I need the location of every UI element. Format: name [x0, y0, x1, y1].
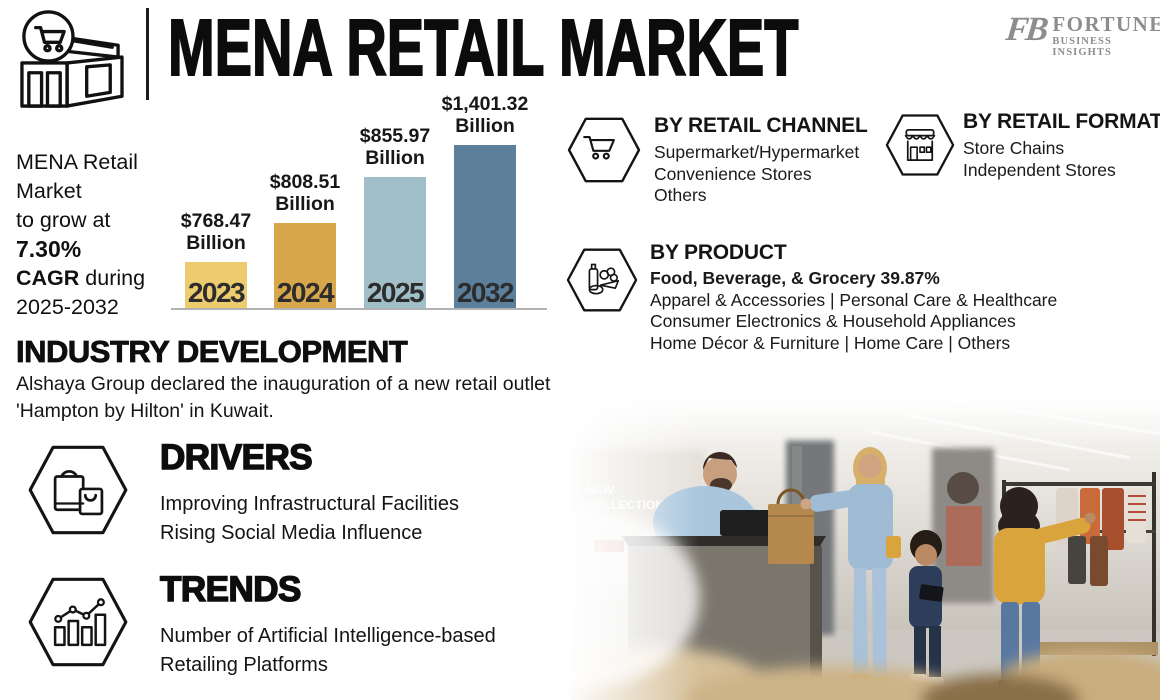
product-highlight: Food, Beverage, & Grocery 39.87% — [650, 268, 940, 288]
trends-items: Number of Artificial Intelligence-based … — [160, 622, 570, 680]
bar-year-label: 2023 — [187, 277, 246, 308]
bar-value-label: $808.51 Billion — [269, 171, 341, 215]
segment-item: Consumer Electronics & Household Applian… — [650, 311, 1016, 331]
cart-hexagon-icon — [566, 110, 642, 195]
segment-item: Store Chains — [963, 138, 1065, 158]
cagr-growth-note: MENA Retail Market to grow at 7.30% CAGR… — [16, 148, 176, 322]
bar-rect — [185, 262, 247, 308]
bar-value-label: $855.97 Billion — [359, 125, 431, 169]
shopping-bags-hexagon-icon — [26, 440, 130, 545]
trend-item: Number of Artificial Intelligence-based … — [160, 625, 496, 676]
groceries-hexagon-icon — [565, 244, 639, 321]
drivers-heading: DRIVERS — [159, 437, 313, 478]
bar-2024: $808.51 Billion 2024 — [270, 90, 340, 310]
bar-year-label: 2025 — [366, 277, 425, 308]
page-title: MENA RETAIL MARKET — [167, 2, 799, 93]
by-retail-format-section: BY RETAIL FORMAT Store Chains Independen… — [963, 110, 1160, 181]
storefront-hexagon-icon — [884, 108, 956, 187]
logo-subtitle: BUSINESS INSIGHTS — [1052, 36, 1112, 58]
store-building-icon — [12, 8, 130, 115]
logo-fb-mark-icon: FB — [1004, 11, 1048, 48]
bar-year-label: 2032 — [456, 277, 515, 308]
cagr-rate: 7.30% — [16, 236, 82, 262]
trend-chart-hexagon-icon — [26, 572, 130, 677]
bar-rect — [364, 177, 426, 308]
header-divider — [146, 8, 149, 100]
industry-development-heading: INDUSTRY DEVELOPMENT — [16, 334, 409, 370]
bar-2023: $768.47 Billion 2023 — [181, 90, 251, 310]
fortune-business-insights-logo: FB FORTUNE BUSINESS INSIGHTS — [1004, 11, 1160, 58]
logo-name: FORTUNE — [1052, 12, 1160, 36]
chart-baseline — [171, 308, 547, 310]
segment-item: Independent Stores — [963, 159, 1116, 180]
bar-rect — [274, 223, 336, 308]
section-heading: BY RETAIL FORMAT — [963, 110, 1160, 133]
by-product-section: BY PRODUCT Food, Beverage, & Grocery 39.… — [650, 241, 1057, 354]
bar-value-label: $1,401.32 Billion — [441, 93, 529, 137]
bar-value-label: $768.47 Billion — [180, 210, 252, 254]
segment-item: Supermarket/Hypermarket — [654, 142, 860, 162]
industry-development-body: Alshaya Group declared the inauguration … — [16, 373, 551, 422]
store-photo: NEW COLLECTION — [460, 388, 1160, 700]
segment-item: Home Décor & Furniture | Home Care | Oth… — [650, 332, 1011, 353]
growth-line: CAGR during — [16, 266, 146, 290]
section-heading: BY RETAIL CHANNEL — [654, 114, 868, 137]
growth-line: to grow at — [16, 208, 111, 232]
segment-item: Apparel & Accessories | Personal Care & … — [650, 289, 1058, 310]
forecast-period: 2025-2032 — [16, 295, 119, 319]
by-retail-channel-section: BY RETAIL CHANNEL Supermarket/Hypermarke… — [654, 114, 868, 207]
drivers-items: Improving Infrastructural Facilities Ris… — [160, 490, 459, 548]
growth-line: Market — [16, 179, 82, 203]
trends-heading: TRENDS — [159, 569, 302, 610]
section-heading: BY PRODUCT — [650, 241, 787, 264]
segment-item: Others — [654, 185, 707, 205]
bar-2025: $855.97 Billion 2025 — [360, 90, 430, 310]
bar-2032: $1,401.32 Billion 2032 — [442, 90, 528, 310]
bar-year-label: 2024 — [276, 277, 335, 308]
market-size-bar-chart: $768.47 Billion 2023 $808.51 Billion 2024 … — [171, 90, 547, 310]
bar-rect — [454, 145, 516, 308]
growth-line: MENA Retail — [16, 150, 138, 174]
segment-item: Convenience Stores — [654, 163, 812, 184]
driver-item: Improving Infrastructural Facilities — [160, 493, 459, 515]
driver-item: Rising Social Media Influence — [160, 522, 423, 544]
